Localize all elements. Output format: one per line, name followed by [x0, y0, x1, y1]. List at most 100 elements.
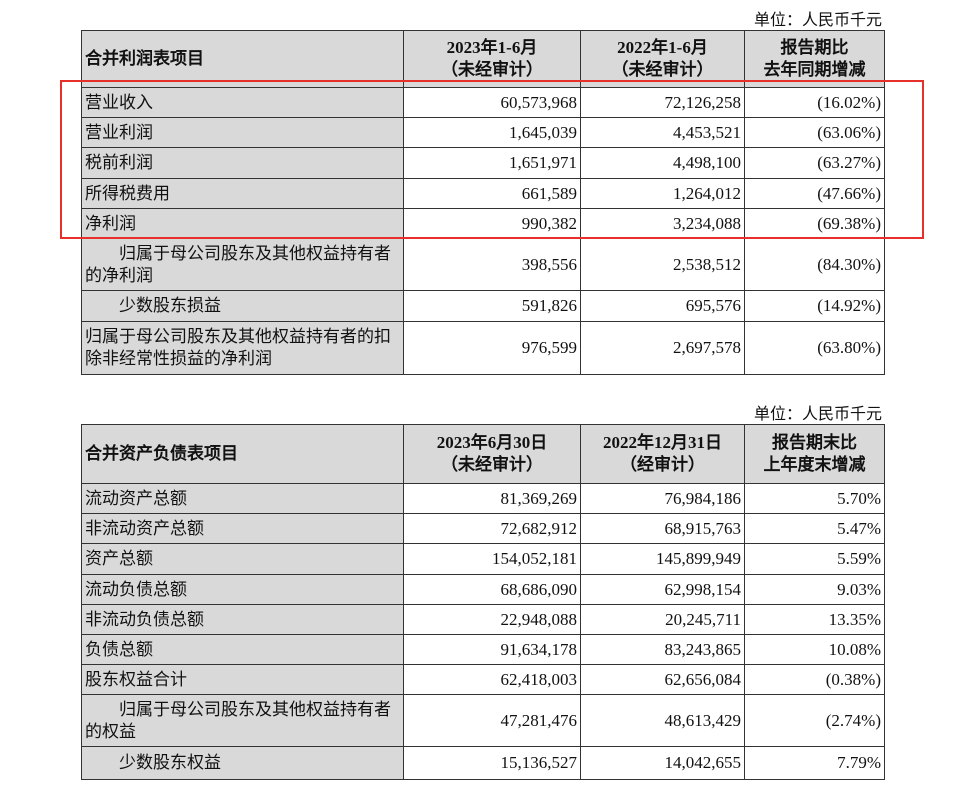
row-label: 税前利润 [81, 147, 404, 179]
table-row: 少数股东权益 15,136,527 14,042,655 7.79% [81, 746, 885, 780]
table-row: 负债总额 91,634,178 83,243,865 10.08% [81, 634, 885, 665]
cell-a: 72,682,912 [403, 513, 581, 544]
header-line: （未经审计） [441, 455, 543, 474]
table-row: 非流动资产总额 72,682,912 68,915,763 5.47% [81, 513, 885, 544]
header-line: 2023年1-6月 [446, 38, 538, 57]
table-header: 合并利润表项目 2023年1-6月 （未经审计） 2022年1-6月 （未经审计） … [81, 30, 885, 88]
cell-c: (84.30%) [744, 238, 885, 291]
cell-b: 76,984,186 [580, 483, 745, 514]
table-row: 净利润 990,382 3,234,088 (69.38%) [81, 208, 885, 239]
cell-b: 62,656,084 [580, 664, 745, 695]
cell-c: 7.79% [744, 746, 885, 780]
cell-c: 5.59% [744, 543, 885, 575]
cell-a: 62,418,003 [403, 664, 581, 695]
header-item: 合并利润表项目 [81, 30, 404, 88]
cell-c: (47.66%) [744, 178, 885, 209]
header-line: （经审计） [620, 455, 705, 474]
header-line: 2022年1-6月 [617, 38, 708, 57]
row-label: 营业收入 [81, 87, 404, 118]
cell-a: 154,052,181 [403, 543, 581, 575]
table-row: 流动资产总额 81,369,269 76,984,186 5.70% [81, 483, 885, 514]
table-row: 流动负债总额 68,686,090 62,998,154 9.03% [81, 574, 885, 605]
row-label: 非流动负债总额 [81, 604, 404, 635]
cell-a: 91,634,178 [403, 634, 581, 665]
cell-b: 62,998,154 [580, 574, 745, 605]
cell-c: 10.08% [744, 634, 885, 665]
cell-b: 4,453,521 [580, 117, 745, 148]
row-label: 股东权益合计 [81, 664, 404, 695]
header-change: 报告期末比 上年度末增减 [744, 424, 885, 484]
header-2022: 2022年12月31日 （经审计） [580, 424, 745, 484]
table-row: 少数股东损益 591,826 695,576 (14.92%) [81, 290, 885, 322]
row-label: 归属于母公司股东及其他权益持有者的权益 [81, 694, 404, 747]
cell-c: (63.27%) [744, 147, 885, 179]
cell-a: 1,651,971 [403, 147, 581, 179]
header-change: 报告期比去年同期增减 [744, 30, 885, 88]
table-row: 归属于母公司股东及其他权益持有者的扣除非经常性损益的净利润 976,599 2,69… [81, 321, 885, 375]
cell-a: 47,281,476 [403, 694, 581, 747]
cell-c: 13.35% [744, 604, 885, 635]
row-label: 少数股东损益 [81, 290, 404, 322]
table-row: 股东权益合计 62,418,003 62,656,084 (0.38%) [81, 664, 885, 695]
cell-c: 5.70% [744, 483, 885, 514]
row-label: 流动负债总额 [81, 574, 404, 605]
cell-a: 398,556 [403, 238, 581, 291]
row-label: 少数股东权益 [81, 746, 404, 780]
cell-c: (69.38%) [744, 208, 885, 239]
cell-b: 4,498,100 [580, 147, 745, 179]
header-2023: 2023年6月30日 （未经审计） [403, 424, 581, 484]
cell-b: 1,264,012 [580, 178, 745, 209]
cell-b: 3,234,088 [580, 208, 745, 239]
header-2023: 2023年1-6月 （未经审计） [403, 30, 581, 88]
row-label: 非流动资产总额 [81, 513, 404, 544]
cell-c: 5.47% [744, 513, 885, 544]
cell-b: 48,613,429 [580, 694, 745, 747]
cell-b: 145,899,949 [580, 543, 745, 575]
cell-a: 60,573,968 [403, 87, 581, 118]
cell-c: 9.03% [744, 574, 885, 605]
header-line: （未经审计） [611, 60, 714, 79]
row-label: 资产总额 [81, 543, 404, 575]
balance-sheet-table: 合并资产负债表项目 2023年6月30日 （未经审计） 2022年12月31日 （经… [81, 424, 885, 780]
income-statement-table: 合并利润表项目 2023年1-6月 （未经审计） 2022年1-6月 （未经审计） … [81, 30, 885, 375]
cell-a: 15,136,527 [403, 746, 581, 780]
row-label: 营业利润 [81, 117, 404, 148]
cell-c: (14.92%) [744, 290, 885, 322]
cell-b: 68,915,763 [580, 513, 745, 544]
cell-b: 72,126,258 [580, 87, 745, 118]
table-row: 归属于母公司股东及其他权益持有者的权益 47,281,476 48,613,429(… [81, 694, 885, 747]
header-line: 2022年12月31日 [603, 433, 722, 452]
table-row: 营业收入 60,573,968 72,126,258 (16.02%) [81, 87, 885, 118]
cell-b: 14,042,655 [580, 746, 745, 780]
cell-a: 661,589 [403, 178, 581, 209]
table-row: 非流动负债总额 22,948,088 20,245,711 13.35% [81, 604, 885, 635]
cell-b: 2,538,512 [580, 238, 745, 291]
cell-b: 695,576 [580, 290, 745, 322]
cell-c: (63.06%) [744, 117, 885, 148]
header-line: 去年同期增减 [763, 60, 866, 79]
table-row: 资产总额 154,052,181 145,899,949 5.59% [81, 543, 885, 575]
cell-c: (63.80%) [744, 321, 885, 375]
table-row: 归属于母公司股东及其他权益持有者的净利润 398,556 2,538,512 (84.… [81, 238, 885, 291]
header-line: 报告期比 [780, 38, 849, 57]
cell-c: (2.74%) [744, 694, 885, 747]
cell-a: 81,369,269 [403, 483, 581, 514]
cell-b: 83,243,865 [580, 634, 745, 665]
cell-a: 22,948,088 [403, 604, 581, 635]
income-unit-label: 单位：人民币千元 [753, 12, 882, 29]
row-label: 所得税费用 [81, 178, 404, 209]
cell-a: 591,826 [403, 290, 581, 322]
cell-a: 990,382 [403, 208, 581, 239]
cell-b: 20,245,711 [580, 604, 745, 635]
header-line: 2023年6月30日 [436, 433, 548, 452]
cell-c: (0.38%) [744, 664, 885, 695]
row-label: 负债总额 [81, 634, 404, 665]
row-label: 净利润 [81, 208, 404, 239]
row-label: 归属于母公司股东及其他权益持有者的净利润 [81, 238, 404, 291]
table-header: 合并资产负债表项目 2023年6月30日 （未经审计） 2022年12月31日 （经… [81, 424, 885, 484]
row-label: 归属于母公司股东及其他权益持有者的扣除非经常性损益的净利润 [81, 321, 404, 375]
cell-a: 976,599 [403, 321, 581, 375]
table-row: 税前利润 1,651,971 4,498,100 (63.27%) [81, 147, 885, 179]
cell-a: 1,645,039 [403, 117, 581, 148]
balance-unit-label: 单位：人民币千元 [753, 406, 882, 423]
